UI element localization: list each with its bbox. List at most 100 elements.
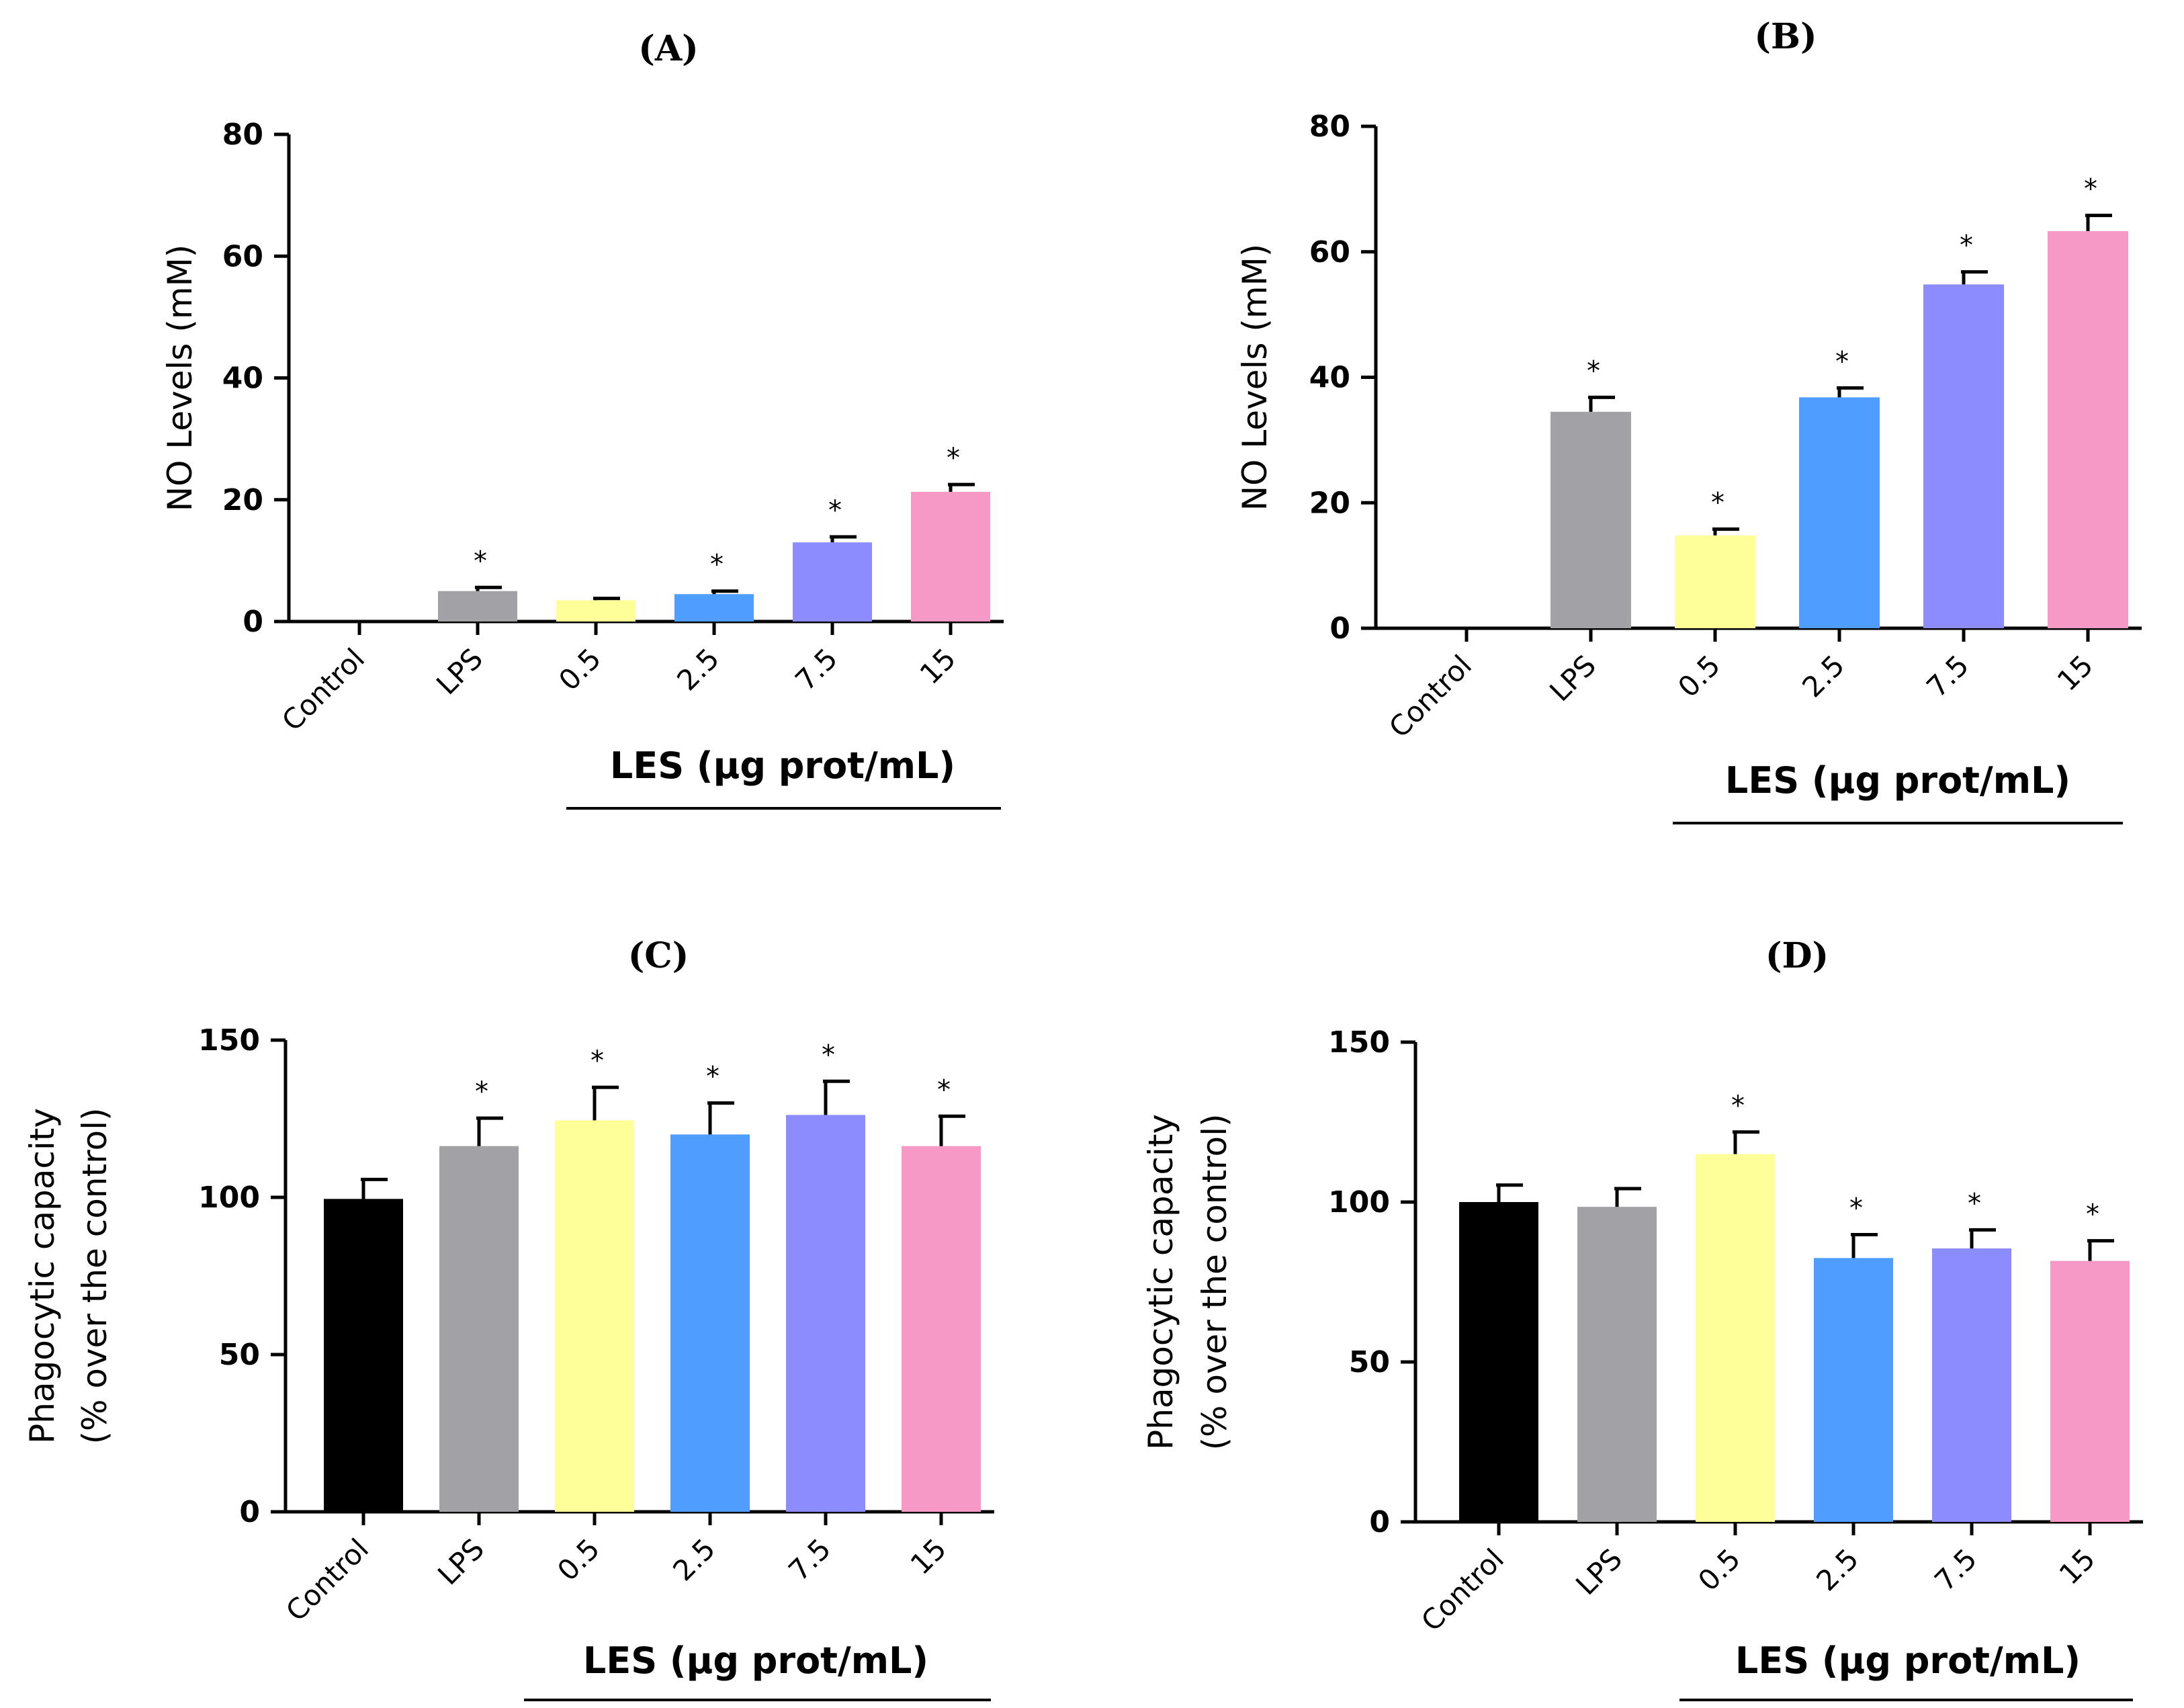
bar-0-5 bbox=[556, 600, 636, 622]
category-label: 2.5 bbox=[666, 1532, 722, 1587]
y-axis-title-line2: (% over the control) bbox=[1195, 1113, 1234, 1450]
y-tick-label: 150 bbox=[198, 1023, 260, 1058]
bar-2-5 bbox=[1814, 1258, 1893, 1522]
y-tick-label: 60 bbox=[1309, 235, 1350, 269]
category-label: 7.5 bbox=[782, 1532, 837, 1587]
significance-marker: * bbox=[2086, 1199, 2099, 1230]
category-label: Control bbox=[1415, 1542, 1510, 1637]
y-axis-title: NO Levels (mM) bbox=[161, 245, 200, 511]
bar-lps bbox=[1550, 411, 1631, 628]
y-axis-title-line2: (% over the control) bbox=[75, 1107, 114, 1444]
y-tick-label: 50 bbox=[219, 1338, 260, 1372]
significance-marker: * bbox=[710, 550, 724, 581]
y-axis-title: Phagocytic capacity bbox=[1141, 1114, 1180, 1450]
y-tick-label: 50 bbox=[1349, 1345, 1390, 1379]
significance-marker: * bbox=[706, 1062, 719, 1093]
significance-marker: * bbox=[1849, 1193, 1863, 1224]
category-label: LPS bbox=[431, 1532, 490, 1591]
panel-title: (B) bbox=[1754, 16, 1817, 57]
y-tick-label: 20 bbox=[1309, 486, 1350, 520]
category-label: LPS bbox=[1543, 648, 1602, 708]
y-tick-label: 100 bbox=[198, 1181, 260, 1215]
bar-7-5 bbox=[1923, 284, 2004, 628]
y-tick-label: 0 bbox=[243, 605, 263, 639]
category-label: 0.5 bbox=[552, 642, 607, 697]
category-label: 15 bbox=[2053, 1542, 2101, 1590]
significance-marker: * bbox=[1835, 346, 1849, 377]
bar-lps bbox=[439, 1146, 519, 1512]
significance-marker: * bbox=[1731, 1091, 1745, 1121]
group-label: LES (µg prot/mL) bbox=[1725, 759, 2070, 802]
group-label: LES (µg prot/mL) bbox=[1735, 1639, 2081, 1682]
bar-0-5 bbox=[1675, 535, 1755, 628]
category-label: LPS bbox=[1569, 1542, 1628, 1601]
group-label: LES (µg prot/mL) bbox=[583, 1639, 928, 1682]
significance-marker: * bbox=[474, 546, 487, 577]
panel-d: (D) 0 50 100 150 Phagocytic capacity (% over t… bbox=[1141, 935, 2143, 1701]
bar-7-5 bbox=[793, 542, 872, 622]
y-tick-label: 20 bbox=[222, 483, 263, 517]
bar-control bbox=[1459, 1202, 1538, 1522]
bar-2-5 bbox=[674, 594, 754, 622]
bar-lps bbox=[438, 591, 517, 622]
significance-marker: * bbox=[1711, 487, 1724, 518]
significance-marker: * bbox=[591, 1045, 604, 1076]
bar-15 bbox=[911, 491, 990, 622]
y-tick-label: 150 bbox=[1328, 1025, 1390, 1060]
category-label: Control bbox=[279, 1532, 375, 1627]
y-tick-label: 0 bbox=[239, 1495, 260, 1529]
bar-15 bbox=[2050, 1261, 2130, 1522]
y-tick-label: 80 bbox=[1309, 110, 1350, 144]
significance-marker: * bbox=[1960, 230, 1973, 261]
significance-marker: * bbox=[937, 1074, 951, 1105]
y-tick-label: 40 bbox=[1309, 361, 1350, 395]
panel-title: (A) bbox=[638, 28, 699, 69]
category-label: 15 bbox=[2051, 648, 2099, 697]
category-label: 2.5 bbox=[670, 642, 726, 697]
significance-marker: * bbox=[1587, 355, 1600, 386]
significance-marker: * bbox=[1968, 1188, 1981, 1219]
category-label: 0.5 bbox=[551, 1532, 606, 1587]
category-label: 15 bbox=[914, 642, 962, 690]
bar-lps bbox=[1577, 1207, 1657, 1522]
y-tick-label: 80 bbox=[222, 118, 263, 152]
category-label: 2.5 bbox=[1796, 648, 1851, 703]
panel-title: (D) bbox=[1765, 935, 1829, 976]
bar-15 bbox=[2048, 230, 2128, 628]
y-tick-label: 60 bbox=[222, 239, 263, 273]
group-label: LES (µg prot/mL) bbox=[610, 744, 955, 787]
category-label: 7.5 bbox=[1920, 648, 1975, 703]
category-label: 2.5 bbox=[1810, 1542, 1865, 1597]
bar-0-5 bbox=[555, 1120, 634, 1512]
bar-2-5 bbox=[1799, 397, 1880, 628]
category-label: 0.5 bbox=[1671, 648, 1727, 703]
category-label: 15 bbox=[904, 1532, 953, 1580]
y-axis-title: Phagocytic capacity bbox=[23, 1108, 62, 1444]
bar-2-5 bbox=[670, 1134, 750, 1512]
bar-7-5 bbox=[786, 1115, 865, 1512]
category-label: Control bbox=[275, 642, 371, 737]
y-tick-label: 40 bbox=[222, 361, 263, 396]
panel-b: (B) 0 20 40 60 80 NO Levels (mM) Control * LPS * 0.… bbox=[1235, 16, 2142, 824]
significance-marker: * bbox=[475, 1076, 488, 1107]
significance-marker: * bbox=[828, 495, 842, 526]
significance-marker: * bbox=[947, 443, 960, 474]
category-label: 7.5 bbox=[1928, 1542, 1983, 1597]
panel-c: (C) 0 50 100 150 Phagocytic capacity (% over t… bbox=[23, 935, 994, 1701]
bar-control bbox=[324, 1199, 403, 1512]
bar-0-5 bbox=[1696, 1154, 1775, 1522]
significance-marker: * bbox=[822, 1039, 835, 1070]
panel-a: (A) 0 20 40 60 80 NO Levels (mM) Control * LPS 0.5… bbox=[161, 28, 1004, 810]
category-label: 7.5 bbox=[789, 642, 844, 697]
y-tick-label: 0 bbox=[1369, 1505, 1390, 1539]
category-label: 0.5 bbox=[1692, 1542, 1747, 1597]
category-label: LPS bbox=[430, 642, 489, 701]
category-label: Control bbox=[1383, 648, 1478, 744]
panel-title: (C) bbox=[628, 935, 689, 976]
bar-7-5 bbox=[1932, 1248, 2011, 1522]
y-axis-title: NO Levels (mM) bbox=[1235, 244, 1274, 511]
y-tick-label: 0 bbox=[1329, 611, 1350, 646]
significance-marker: * bbox=[2084, 174, 2097, 205]
y-tick-label: 100 bbox=[1328, 1185, 1390, 1220]
